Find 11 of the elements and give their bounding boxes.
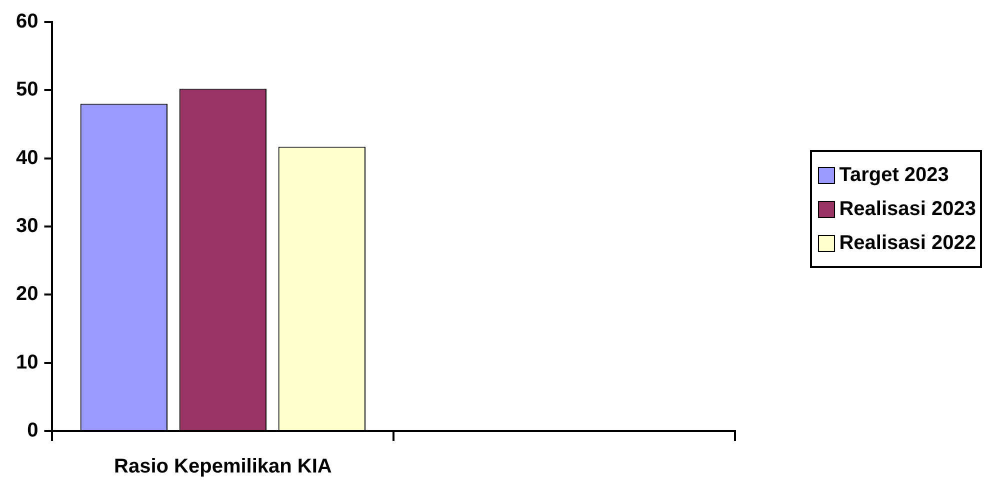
legend-label: Realisasi 2022 <box>839 232 976 254</box>
x-tick-label: Rasio Kepemilikan KIA <box>114 456 332 478</box>
y-tick-label: 50 <box>16 78 38 101</box>
y-tick-label: 10 <box>16 351 38 374</box>
y-tick-label: 60 <box>16 10 38 33</box>
y-tick-label: 20 <box>16 283 38 306</box>
y-tick-label: 0 <box>27 420 38 442</box>
y-tick-label: 30 <box>16 215 38 238</box>
legend-label: Target 2023 <box>839 164 949 186</box>
legend-label: Realisasi 2023 <box>839 198 976 220</box>
y-tick-label: 40 <box>16 146 38 169</box>
